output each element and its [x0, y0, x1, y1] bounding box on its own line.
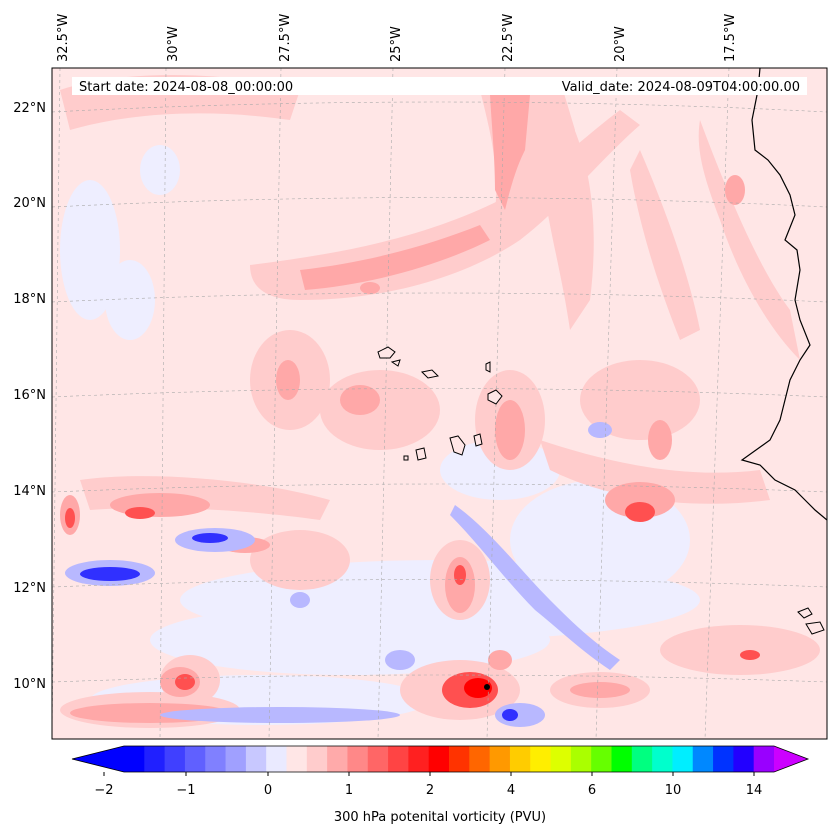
colorbar-segment: [408, 746, 430, 772]
colorbar-segment: [692, 746, 714, 772]
colorbar-segment: [428, 746, 450, 772]
colorbar: [71, 745, 810, 776]
colorbar-tick-label: 14: [746, 783, 763, 798]
colorbar-over-arrow: [774, 746, 808, 772]
colorbar-segment: [367, 746, 389, 772]
lat-label: 14°N: [13, 484, 46, 499]
colorbar-segment: [713, 746, 734, 772]
colorbar-segment: [733, 746, 755, 772]
lat-label: 20°N: [13, 196, 46, 211]
field-dot: [484, 684, 490, 690]
colorbar-segment: [245, 746, 267, 772]
colorbar-segment: [449, 746, 470, 772]
colorbar-segment: [550, 746, 572, 772]
colorbar-under-arrow: [72, 746, 124, 772]
lon-label: 20°W: [613, 26, 628, 62]
header-box: [72, 77, 807, 95]
latitude-labels: 22°N 20°N 18°N 16°N 14°N 12°N 10°N: [13, 101, 46, 692]
map-border: [51, 67, 828, 740]
coastline: [740, 68, 827, 521]
colorbar-segment: [205, 746, 227, 772]
graticule: [52, 68, 827, 739]
longitude-labels: 32.5°W 30°W 27.5°W 25°W 22.5°W 20°W 17.5…: [56, 14, 738, 62]
colorbar-segment: [672, 746, 694, 772]
colorbar-segment: [347, 746, 369, 772]
colorbar-tick-label: 4: [507, 783, 515, 798]
valid-date-label: Valid_date: 2024-08-09T04:00:00.00: [562, 80, 800, 95]
colorbar-segment: [306, 746, 328, 772]
colorbar-label: 300 hPa potenital vorticity (PVU): [334, 810, 546, 825]
colorbar-ticks: −2 −1 0 1 2 4 6 10 14: [94, 783, 762, 798]
colorbar-segment: [286, 746, 308, 772]
colorbar-tick-label: 2: [426, 783, 434, 798]
lat-label: 10°N: [13, 677, 46, 692]
colorbar-segment: [327, 746, 348, 772]
colorbar-segment: [469, 746, 491, 772]
pv-field: [52, 68, 827, 739]
deep-red-core: [464, 678, 492, 698]
lat-label: 18°N: [13, 292, 46, 307]
deep-blue-regions: [80, 533, 518, 721]
colorbar-segment: [631, 746, 653, 772]
lon-label: 32.5°W: [56, 14, 71, 62]
colorbar-segment: [266, 746, 287, 772]
lon-label: 17.5°W: [723, 14, 738, 62]
colorbar-segment: [184, 746, 206, 772]
colorbar-segment: [591, 746, 612, 772]
colorbar-tick-label: −1: [176, 783, 195, 798]
colorbar-outline: [71, 745, 810, 773]
colorbar-segment: [753, 746, 775, 772]
lon-label: 27.5°W: [278, 14, 293, 62]
cape-verde-islands: [377, 346, 825, 635]
colorbar-segment: [509, 746, 531, 772]
colorbar-segment: [570, 746, 592, 772]
colorbar-tick-label: 6: [588, 783, 596, 798]
colorbar-segment: [530, 746, 552, 772]
colorbar-segment: [652, 746, 673, 772]
colorbar-tick-label: 0: [264, 783, 272, 798]
lon-label: 22.5°W: [501, 14, 516, 62]
colorbar-segment: [388, 746, 409, 772]
colorbar-segment: [144, 746, 166, 772]
start-date-label: Start date: 2024-08-08_00:00:00: [79, 80, 293, 95]
colorbar-segment: [489, 746, 511, 772]
colorbar-tick-label: 1: [345, 783, 353, 798]
pink-regions: [60, 91, 745, 723]
colorbar-segment: [124, 746, 145, 772]
lat-label: 12°N: [13, 581, 46, 596]
lat-label: 16°N: [13, 388, 46, 403]
colorbar-segment: [225, 746, 247, 772]
lon-label: 25°W: [389, 26, 404, 62]
lon-label: 30°W: [166, 26, 181, 62]
colorbar-segment: [611, 746, 633, 772]
colorbar-tick-label: 10: [665, 783, 682, 798]
colorbar-tick-label: −2: [94, 783, 113, 798]
lat-label: 22°N: [13, 101, 46, 116]
colorbar-segment: [164, 746, 186, 772]
